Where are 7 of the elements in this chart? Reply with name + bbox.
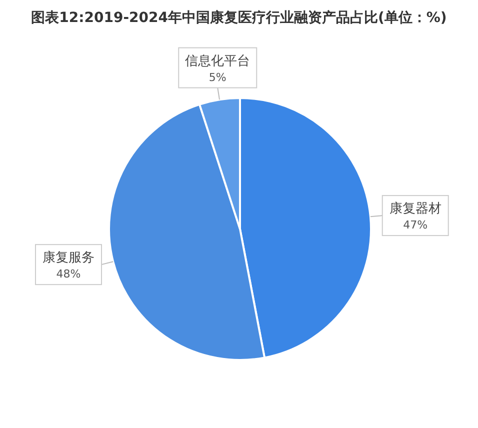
data-label: 47% [403, 218, 428, 232]
data-label: 5% [208, 70, 226, 84]
slice-label: 康复器材 [389, 202, 442, 217]
slice-label: 康复服务 [42, 250, 94, 266]
data-label: 48% [56, 268, 81, 281]
slice-label: 信息化平台 [185, 54, 250, 69]
chart-title: 图表12:2019-2024年中国康复医疗行业融资产品占比(单位：%) [30, 10, 448, 27]
